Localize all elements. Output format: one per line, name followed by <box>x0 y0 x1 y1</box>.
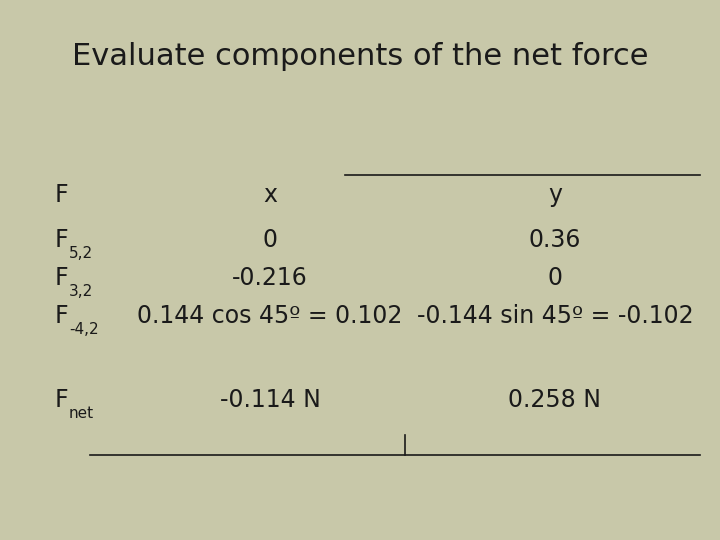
Text: x: x <box>263 183 277 207</box>
Text: -4,2: -4,2 <box>69 322 99 338</box>
Text: 3,2: 3,2 <box>69 285 94 300</box>
Text: 0.258 N: 0.258 N <box>508 388 601 412</box>
Text: F: F <box>55 388 68 412</box>
Text: Evaluate components of the net force: Evaluate components of the net force <box>72 42 648 71</box>
Text: net: net <box>69 407 94 422</box>
Text: F: F <box>55 228 68 252</box>
Text: -0.216: -0.216 <box>232 266 308 290</box>
Text: 5,2: 5,2 <box>69 246 93 261</box>
Text: 0.36: 0.36 <box>528 228 581 252</box>
Text: y: y <box>548 183 562 207</box>
Text: -0.144 sin 45º = -0.102: -0.144 sin 45º = -0.102 <box>417 304 693 328</box>
Text: -0.114 N: -0.114 N <box>220 388 320 412</box>
Text: 0: 0 <box>263 228 277 252</box>
Text: 0: 0 <box>547 266 562 290</box>
Text: F: F <box>55 266 68 290</box>
Text: 0.144 cos 45º = 0.102: 0.144 cos 45º = 0.102 <box>138 304 402 328</box>
Text: F: F <box>55 304 68 328</box>
Text: F: F <box>55 183 68 207</box>
